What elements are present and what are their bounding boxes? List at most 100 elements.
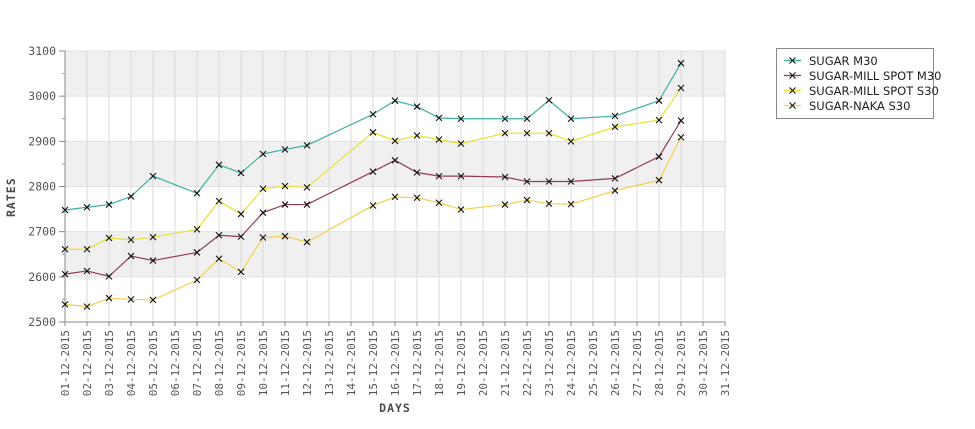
y-tick-label: 3100: [28, 44, 56, 58]
data-point-marker-sugar-m30: [545, 96, 553, 104]
data-point-marker-sugar-m30: [149, 172, 157, 180]
data-point-marker-sugar-naka-s30: [567, 200, 575, 208]
data-point-marker-sugar-m30: [237, 169, 245, 177]
x-tick-label: 06-12-2015: [169, 330, 182, 396]
data-point-marker-sugar-mill-spot-m30: [655, 153, 663, 161]
data-point-marker-sugar-naka-s30: [127, 296, 135, 303]
data-point-marker-sugar-m30: [215, 161, 223, 169]
data-point-marker-sugar-mill-spot-m30: [677, 117, 685, 124]
data-point-marker-sugar-naka-s30: [611, 187, 619, 194]
x-tick-label: 14-12-2015: [345, 330, 358, 396]
data-point-marker-sugar-mill-spot-s30: [149, 233, 157, 241]
y-tick-label: 2500: [28, 315, 56, 329]
y-tick-label: 2900: [28, 134, 56, 148]
data-point-marker-sugar-m30: [281, 146, 289, 153]
x-tick-label: 30-12-2015: [697, 330, 710, 396]
data-point-marker-sugar-mill-spot-s30: [413, 132, 421, 139]
x-tick-label: 22-12-2015: [521, 330, 534, 396]
data-point-marker-sugar-naka-s30: [105, 294, 113, 302]
data-point-marker-sugar-mill-spot-m30: [149, 257, 157, 264]
legend-item-sugar-mill-spot-m30: SUGAR-MILL SPOT M30: [783, 68, 941, 83]
y-tick-label: 2800: [28, 180, 56, 194]
x-tick-label: 04-12-2015: [125, 330, 138, 396]
legend-label: SUGAR-MILL SPOT M30: [809, 68, 942, 83]
x-tick-label: 29-12-2015: [675, 330, 688, 396]
data-point-marker-sugar-mill-spot-m30: [61, 270, 69, 278]
data-point-marker-sugar-m30: [501, 115, 509, 123]
x-tick-label: 12-12-2015: [301, 330, 314, 396]
data-point-marker-sugar-mill-spot-m30: [127, 252, 135, 260]
data-point-marker-sugar-naka-s30: [457, 206, 465, 213]
data-point-marker-sugar-mill-spot-s30: [677, 84, 685, 92]
x-tick-label: 08-12-2015: [213, 330, 226, 396]
data-point-marker-sugar-mill-spot-m30: [567, 178, 575, 185]
data-point-marker-sugar-mill-spot-s30: [655, 116, 663, 124]
x-tick-label: 09-12-2015: [235, 330, 248, 396]
data-point-marker-sugar-mill-spot-m30: [523, 178, 531, 185]
data-point-marker-sugar-m30: [413, 103, 421, 110]
y-tick-label: 2700: [28, 225, 56, 239]
data-point-marker-sugar-naka-s30: [413, 194, 421, 202]
legend-item-sugar-naka-s30: SUGAR-NAKA S30: [783, 98, 927, 113]
data-point-marker-sugar-m30: [457, 115, 465, 123]
x-tick-label: 13-12-2015: [323, 330, 336, 396]
data-point-marker-sugar-mill-spot-m30: [413, 169, 421, 176]
legend-label: SUGAR M30: [809, 53, 878, 68]
legend-marker-icon: [784, 87, 801, 94]
data-point-marker-sugar-m30: [567, 115, 575, 123]
data-point-marker-sugar-mill-spot-s30: [193, 226, 201, 233]
y-axis-title: RATES: [4, 177, 18, 217]
x-tick-label: 10-12-2015: [257, 330, 270, 396]
x-axis-title: DAYS: [379, 401, 411, 415]
data-point-marker-sugar-mill-spot-m30: [281, 201, 289, 208]
data-point-marker-sugar-m30: [655, 97, 663, 105]
data-point-marker-sugar-mill-spot-m30: [369, 168, 377, 175]
data-point-marker-sugar-naka-s30: [83, 303, 91, 311]
data-point-marker-sugar-mill-spot-s30: [61, 245, 69, 253]
data-point-marker-sugar-m30: [369, 110, 377, 118]
legend-marker-icon: [784, 72, 801, 79]
data-point-marker-sugar-naka-s30: [237, 268, 245, 276]
legend-marker-icon: [784, 57, 801, 64]
data-point-marker-sugar-mill-spot-s30: [501, 129, 509, 137]
legend-label: SUGAR-NAKA S30: [809, 98, 911, 113]
data-point-marker-sugar-mill-spot-s30: [369, 128, 377, 136]
data-point-marker-sugar-mill-spot-m30: [545, 178, 553, 185]
data-point-marker-sugar-mill-spot-m30: [501, 173, 509, 181]
data-point-marker-sugar-m30: [523, 115, 531, 123]
data-point-marker-sugar-naka-s30: [523, 196, 531, 204]
y-tick-label: 2600: [28, 270, 56, 284]
x-tick-label: 18-12-2015: [433, 330, 446, 396]
data-point-marker-sugar-naka-s30: [369, 202, 377, 209]
x-tick-label: 26-12-2015: [609, 330, 622, 396]
x-tick-label: 11-12-2015: [279, 330, 292, 396]
data-point-marker-sugar-naka-s30: [281, 232, 289, 240]
data-point-marker-sugar-mill-spot-m30: [303, 201, 311, 208]
data-point-marker-sugar-mill-spot-s30: [303, 184, 311, 191]
x-tick-label: 17-12-2015: [411, 330, 424, 396]
legend-item-sugar-m30: SUGAR M30: [783, 53, 927, 68]
data-point-marker-sugar-mill-spot-s30: [435, 136, 443, 143]
data-point-marker-sugar-mill-spot-s30: [215, 197, 223, 205]
data-point-marker-sugar-mill-spot-s30: [545, 129, 553, 137]
data-point-marker-sugar-mill-spot-m30: [215, 231, 223, 239]
legend-item-sugar-mill-spot-s30: SUGAR-MILL SPOT S30: [783, 83, 939, 98]
data-point-marker-sugar-mill-spot-s30: [391, 137, 399, 145]
data-point-marker-sugar-m30: [391, 97, 399, 105]
data-point-marker-sugar-m30: [677, 59, 685, 67]
data-point-marker-sugar-mill-spot-s30: [259, 185, 267, 193]
data-point-marker-sugar-mill-spot-m30: [105, 272, 113, 280]
x-tick-label: 01-12-2015: [59, 330, 72, 396]
data-point-marker-sugar-m30: [61, 206, 69, 214]
data-point-marker-sugar-mill-spot-m30: [83, 267, 91, 275]
data-point-marker-sugar-naka-s30: [149, 296, 157, 304]
x-tick-label: 03-12-2015: [103, 330, 116, 396]
x-tick-label: 20-12-2015: [477, 330, 490, 396]
legend-marker-icon: [784, 102, 801, 109]
x-tick-label: 07-12-2015: [191, 330, 204, 396]
data-point-marker-sugar-mill-spot-m30: [611, 174, 619, 182]
data-point-marker-sugar-mill-spot-m30: [391, 156, 399, 164]
data-point-marker-sugar-mill-spot-s30: [83, 245, 91, 253]
data-point-marker-sugar-mill-spot-s30: [457, 140, 465, 147]
